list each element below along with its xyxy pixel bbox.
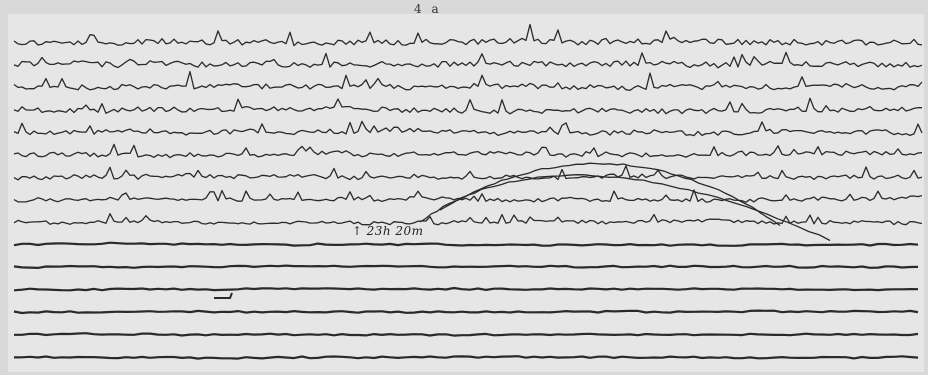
trace-line [13, 120, 923, 137]
trace-line [13, 309, 919, 315]
trace-line [13, 165, 923, 181]
wave-arc-group [214, 162, 831, 299]
page-label: 4 a [414, 2, 442, 16]
trace-line [13, 355, 919, 360]
trace-line [13, 241, 919, 247]
trace-line [13, 189, 923, 203]
time-mark-arrow-icon: ↑ [352, 224, 363, 238]
trace-line [13, 97, 923, 115]
trace-line [13, 143, 923, 159]
time-mark-label: 23h 20m [366, 224, 424, 238]
time-mark-annotation: ↑ 23h 20m [352, 224, 424, 238]
trace-line [13, 213, 923, 226]
trace-line [13, 286, 919, 292]
trace-line [13, 70, 923, 92]
trace-step-mark [214, 292, 233, 299]
trace-line [13, 264, 919, 269]
trace-group [13, 23, 923, 360]
trace-line [13, 51, 923, 69]
trace-line [14, 332, 919, 337]
trace-line [13, 23, 923, 47]
wave-arc [439, 162, 781, 227]
paper-sheet [8, 14, 924, 372]
